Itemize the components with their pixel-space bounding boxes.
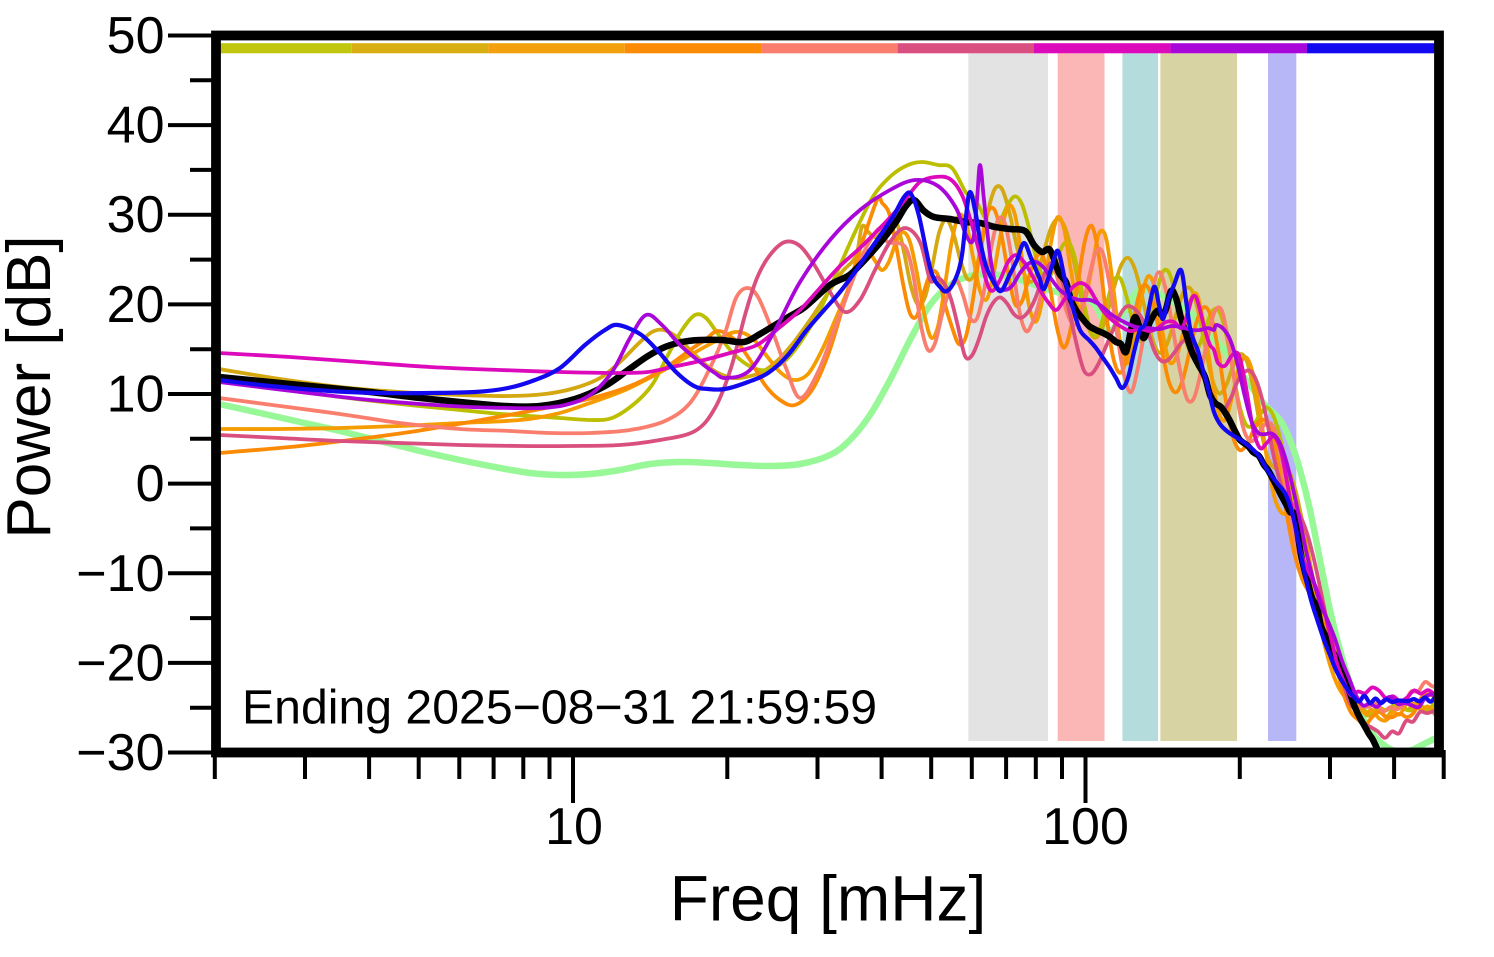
svg-text:10: 10 [107, 366, 165, 424]
svg-text:40: 40 [107, 97, 165, 155]
svg-text:Power [dB]: Power [dB] [0, 235, 64, 538]
svg-text:−30: −30 [76, 724, 164, 782]
svg-text:Freq [mHz]: Freq [mHz] [670, 863, 986, 935]
svg-text:20: 20 [107, 276, 165, 334]
svg-text:0: 0 [136, 455, 165, 513]
svg-text:10: 10 [545, 798, 603, 856]
svg-text:100: 100 [1042, 798, 1129, 856]
svg-text:Ending 2025−08−31 21:59:59: Ending 2025−08−31 21:59:59 [242, 681, 877, 735]
svg-text:−10: −10 [76, 545, 164, 603]
svg-text:−20: −20 [76, 634, 164, 692]
svg-text:30: 30 [107, 186, 165, 244]
svg-text:50: 50 [107, 7, 165, 65]
